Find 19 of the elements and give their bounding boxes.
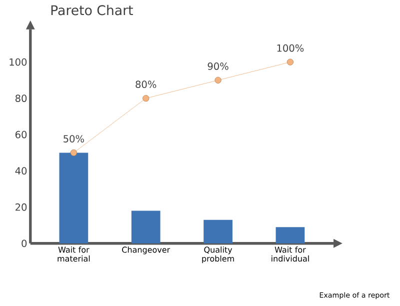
y-tick-label: 60 [16, 130, 27, 138]
chart-title: Pareto Chart [51, 5, 133, 16]
point [70, 150, 77, 156]
y-tick-label: 100 [10, 58, 27, 66]
y-tick-label: 80 [15, 94, 27, 102]
bar [59, 152, 88, 244]
bar [276, 227, 305, 244]
data-label: 90% [208, 62, 228, 70]
y-tick-label: 0 [22, 240, 27, 248]
point [214, 76, 222, 84]
point [286, 58, 294, 66]
bar [204, 220, 232, 244]
point [142, 95, 150, 102]
data-label: 50% [64, 135, 84, 143]
data-label: 100% [277, 44, 304, 52]
bar [131, 210, 160, 244]
y-tick-label: 20 [16, 204, 27, 211]
y-tick-label: 40 [15, 167, 27, 175]
data-label: 80% [136, 80, 156, 88]
